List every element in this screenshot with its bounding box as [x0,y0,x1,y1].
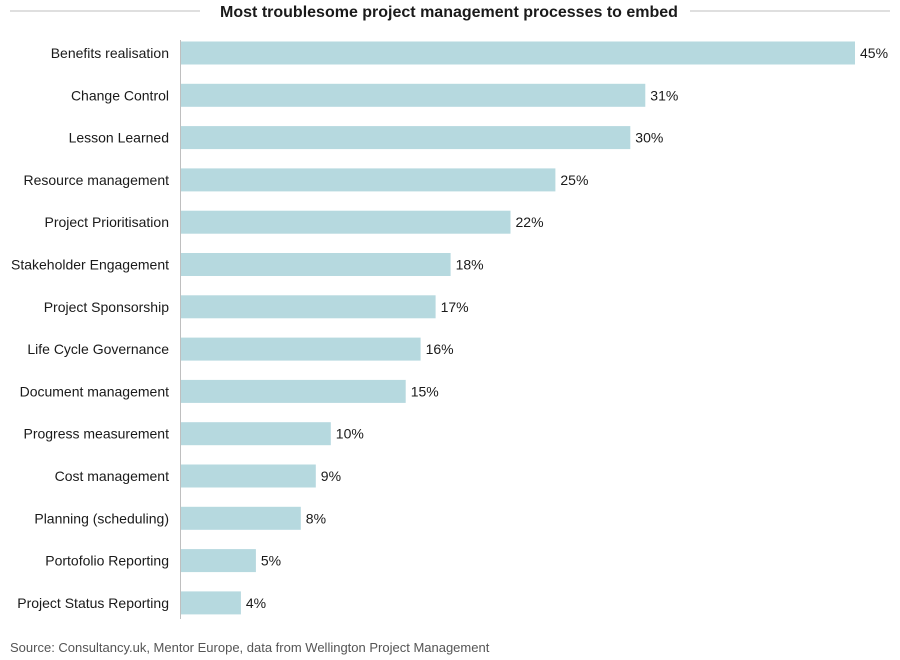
chart-title: Most troublesome project management proc… [220,4,678,21]
value-label-project-prioritisation: 22% [516,214,544,230]
bar-project-status-reporting [181,591,241,615]
bar-project-sponsorship [181,295,436,319]
category-label-resource-management: Resource management [23,172,169,188]
value-label-progress-measurement: 10% [336,426,364,442]
bar-portofolio-reporting [181,549,256,573]
title-group: Most troublesome project management proc… [10,4,890,21]
category-label-project-sponsorship: Project Sponsorship [44,299,170,315]
category-label-planning-scheduling: Planning (scheduling) [34,510,169,526]
category-label-project-prioritisation: Project Prioritisation [45,214,170,230]
bar-resource-management [181,168,556,192]
value-label-stakeholder-engagement: 18% [456,257,484,273]
category-label-benefits-realisation: Benefits realisation [51,45,169,61]
bar-change-control [181,83,646,107]
category-label-document-management: Document management [20,383,170,399]
value-label-life-cycle-governance: 16% [426,341,454,357]
category-label-lesson-learned: Lesson Learned [69,130,169,146]
category-label-life-cycle-governance: Life Cycle Governance [27,341,169,357]
bar-planning-scheduling [181,506,301,530]
value-label-portofolio-reporting: 5% [261,553,281,569]
category-label-change-control: Change Control [71,87,169,103]
bar-document-management [181,379,406,403]
bar-stakeholder-engagement [181,253,451,276]
value-label-project-status-reporting: 4% [246,595,266,611]
category-label-stakeholder-engagement: Stakeholder Engagement [11,257,169,273]
value-label-lesson-learned: 30% [635,130,663,146]
value-label-change-control: 31% [650,87,678,103]
bars [181,41,855,615]
value-labels: 45% 31% 30% 25% 22% 18% 17% 16% 15% 10% 9% 8% 5% 4% [246,45,888,611]
bar-life-cycle-governance [181,337,421,361]
value-label-planning-scheduling: 8% [306,510,326,526]
value-label-cost-management: 9% [321,468,341,484]
value-label-benefits-realisation: 45% [860,45,888,61]
category-label-cost-management: Cost management [55,468,170,484]
bar-progress-measurement [181,422,331,446]
source-note: Source: Consultancy.uk, Mentor Europe, d… [10,640,490,655]
category-label-portofolio-reporting: Portofolio Reporting [45,553,169,569]
category-label-project-status-reporting: Project Status Reporting [17,595,169,611]
category-labels: Benefits realisation Change Control Lesson… [11,45,169,611]
bar-project-prioritisation [181,210,511,234]
value-label-document-management: 15% [411,383,439,399]
value-label-project-sponsorship: 17% [441,299,469,315]
value-label-resource-management: 25% [560,172,588,188]
bar-lesson-learned [181,126,631,150]
category-label-progress-measurement: Progress measurement [23,426,169,442]
bar-benefits-realisation [181,41,855,65]
bar-cost-management [181,464,316,488]
